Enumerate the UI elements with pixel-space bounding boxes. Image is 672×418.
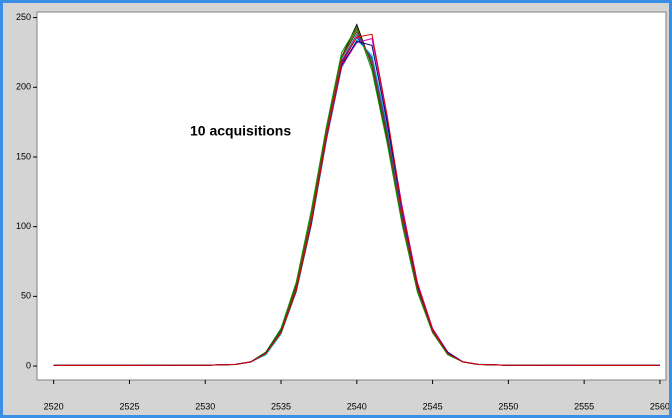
x-tick-label: 2535 — [271, 401, 291, 411]
plot-area — [36, 11, 667, 381]
y-tick-label: 250 — [16, 12, 31, 22]
x-tick-label: 2550 — [498, 401, 518, 411]
annotation: 10 acquisitions — [190, 123, 291, 139]
x-tick-label: 2560 — [650, 401, 670, 411]
x-tick-label: 2520 — [44, 401, 64, 411]
x-tick-label: 2530 — [195, 401, 215, 411]
x-tick-label: 2540 — [347, 401, 367, 411]
y-tick-label: 50 — [21, 291, 31, 301]
x-tick-label: 2525 — [119, 401, 139, 411]
y-tick-label: 200 — [16, 82, 31, 92]
y-tick-label: 150 — [16, 151, 31, 161]
y-tick-label: 0 — [26, 360, 31, 370]
series-line — [53, 33, 660, 366]
x-tick-label: 2545 — [423, 401, 443, 411]
x-tick-label: 2555 — [574, 401, 594, 411]
y-tick-label: 100 — [16, 221, 31, 231]
